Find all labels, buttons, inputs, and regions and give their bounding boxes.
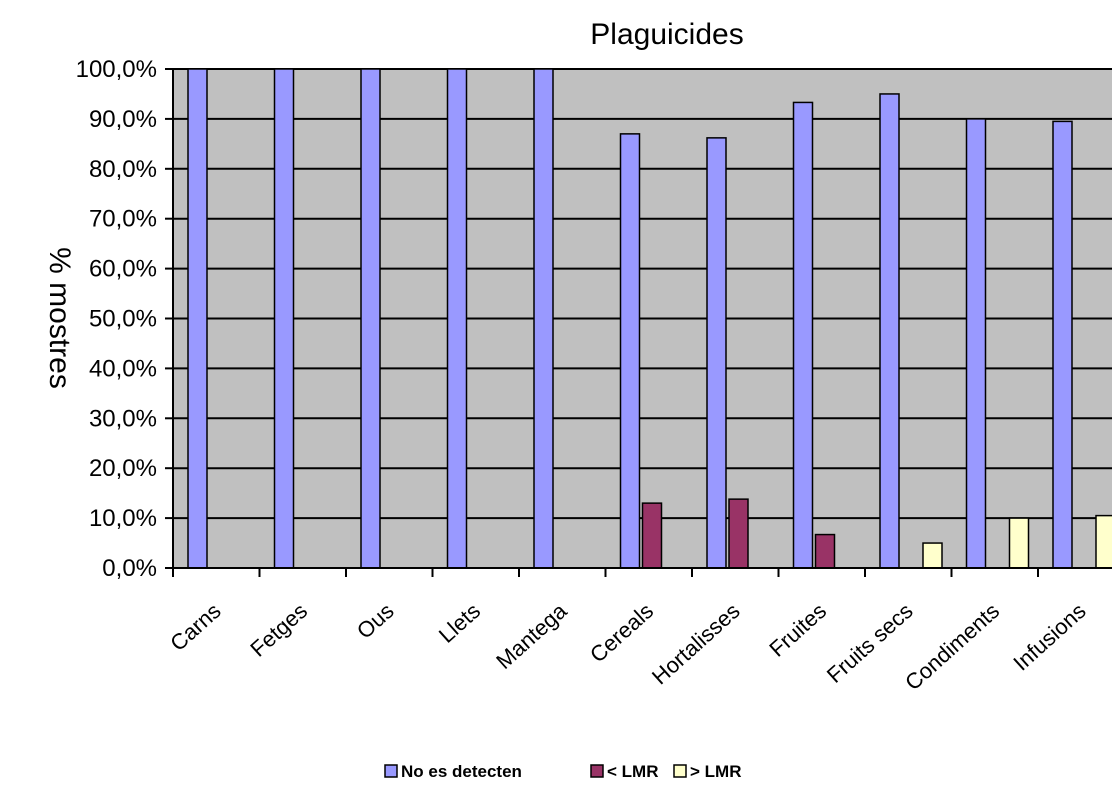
y-tick-label: 40,0% bbox=[89, 355, 157, 382]
legend-label: > LMR bbox=[690, 762, 741, 781]
bar bbox=[1052, 120, 1073, 569]
bar bbox=[1008, 517, 1030, 569]
y-tick-label: 0,0% bbox=[102, 555, 157, 582]
y-tick-label: 10,0% bbox=[89, 505, 157, 532]
legend-swatch bbox=[673, 764, 687, 778]
y-tick-label: 60,0% bbox=[89, 256, 157, 283]
x-tick-label: Condiments bbox=[900, 598, 1004, 695]
bar bbox=[922, 542, 943, 569]
y-tick-label: 50,0% bbox=[89, 306, 157, 333]
legend-label: < LMR bbox=[607, 762, 658, 781]
y-tick-label: 80,0% bbox=[89, 156, 157, 183]
legend-swatch bbox=[590, 764, 604, 778]
x-tick-label: Cereals bbox=[585, 598, 658, 667]
bar bbox=[814, 533, 836, 569]
x-tick-label: Ous bbox=[352, 598, 399, 644]
bar bbox=[273, 68, 295, 569]
x-tick-label: Hortalisses bbox=[647, 598, 745, 689]
x-tick-label: Infusions bbox=[1008, 598, 1090, 676]
bar bbox=[641, 502, 663, 569]
y-tick-label: 70,0% bbox=[89, 206, 157, 233]
bar bbox=[1095, 514, 1112, 569]
x-tick-label: Mantega bbox=[491, 598, 572, 674]
bar bbox=[706, 137, 727, 569]
legend-label: No es detecten bbox=[401, 762, 522, 781]
x-tick-label: Carns bbox=[165, 598, 225, 656]
bar bbox=[533, 68, 554, 569]
bar bbox=[965, 118, 987, 569]
bar bbox=[879, 93, 900, 569]
chart-title: Plaguicides bbox=[590, 18, 743, 51]
x-tick-label: Fetges bbox=[245, 598, 312, 662]
y-tick-label: 30,0% bbox=[89, 405, 157, 432]
y-tick-label: 100,0% bbox=[76, 56, 157, 83]
x-tick-label: Llets bbox=[434, 598, 485, 648]
bar bbox=[360, 68, 381, 569]
legend-swatch bbox=[384, 764, 398, 778]
y-tick-label: 20,0% bbox=[89, 455, 157, 482]
bar bbox=[619, 133, 641, 569]
legend: No es detecten < LMR > LMR bbox=[384, 762, 741, 781]
y-tick-label: 90,0% bbox=[89, 106, 157, 133]
x-tick-label: Fruites bbox=[764, 598, 831, 662]
bar bbox=[187, 68, 208, 569]
bar bbox=[728, 498, 749, 569]
bar bbox=[792, 101, 814, 569]
bar bbox=[446, 68, 468, 569]
y-axis-label: % mostres bbox=[43, 247, 76, 389]
